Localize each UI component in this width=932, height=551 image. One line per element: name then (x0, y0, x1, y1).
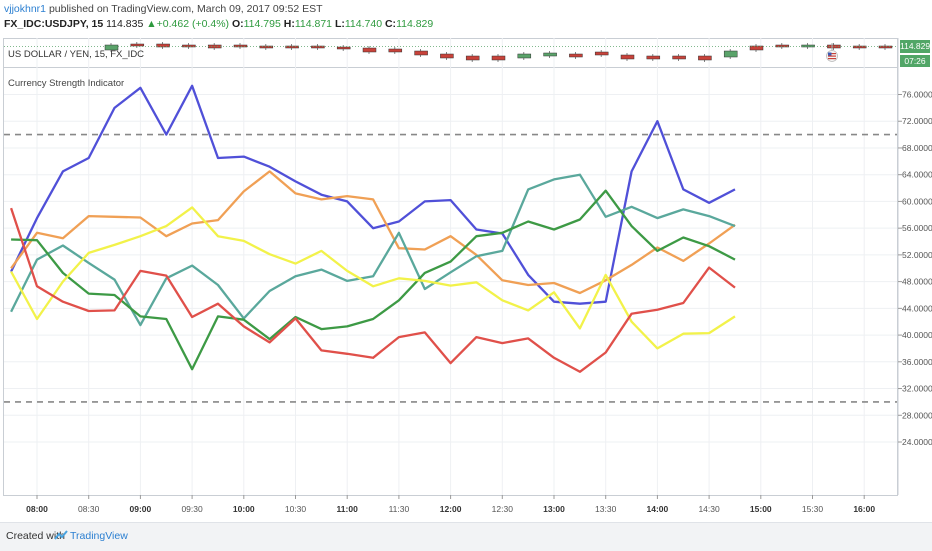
series-line (11, 189, 736, 371)
last-price-label: 114.829 (900, 40, 931, 53)
tradingview-brand-link[interactable]: TradingView (70, 530, 128, 542)
x-tick-label: 08:30 (78, 504, 100, 514)
y-tick-label: 60.0000 (902, 196, 932, 206)
y-tick-label: 32.0000 (902, 384, 932, 394)
last-price: 114.835 (106, 18, 144, 30)
price-candle (233, 44, 248, 48)
publish-text: published on TradingView.com, March 09, … (46, 3, 323, 15)
series-line (10, 170, 736, 295)
x-tick-label: 13:30 (595, 504, 617, 514)
y-tick-label: 64.0000 (902, 170, 932, 180)
y-axis: 76.0000 72.0000 68.0000 64.0000 60.0000 56.00… (897, 38, 932, 495)
price-candle (440, 53, 454, 59)
footer-bar: Created with TradingView (0, 522, 932, 551)
high-label: H: (283, 18, 295, 30)
x-tick-label: 12:30 (492, 504, 514, 514)
us-flag-event-icon[interactable] (826, 43, 838, 63)
price-candle (414, 50, 428, 56)
strength-series (10, 84, 736, 373)
x-tick-label: 16:00 (853, 504, 875, 514)
y-tick-label: 28.0000 (902, 410, 932, 420)
high-value: 114.871 (294, 18, 333, 30)
price-candle (852, 45, 867, 49)
x-tick-label: 13:00 (543, 504, 565, 514)
symbol-info: FX_IDC:USDJPY, 15 114.835 ▲+0.462 (+0.4%… (4, 18, 433, 30)
low-value: 114.740 (344, 18, 383, 30)
x-tick-label: 12:00 (440, 504, 462, 514)
price-candle (182, 44, 196, 48)
price-candle (878, 45, 893, 49)
open-value: 114.795 (243, 18, 281, 30)
price-candle (569, 53, 583, 58)
reference-lines (4, 133, 897, 403)
price-candle (465, 55, 480, 61)
x-tick-label: 10:00 (233, 504, 255, 514)
y-tick-label: 68.0000 (902, 143, 932, 153)
bar-countdown: 07:26 (900, 55, 930, 67)
y-tick-label: 48.0000 (902, 277, 932, 287)
price-candle (620, 54, 635, 60)
grid-lines (4, 38, 897, 495)
x-tick-label: 15:00 (750, 504, 772, 514)
low-label: L: (334, 18, 345, 30)
price-candles (4, 42, 897, 62)
price-pane-title: US DOLLAR / YEN, 15, FX_IDC (8, 49, 145, 60)
indicator-title: Currency Strength Indicator (8, 78, 125, 89)
close-label: C: (384, 18, 397, 30)
tradingview-logo-icon (54, 530, 68, 540)
price-candle (311, 45, 325, 49)
author-link[interactable]: vjjokhnr1 (4, 3, 47, 15)
y-tick-label: 72.0000 (902, 116, 932, 126)
y-tick-label: 24.0000 (902, 437, 932, 447)
created-with-text: Created with (6, 530, 65, 542)
y-tick-label: 40.0000 (902, 330, 932, 340)
open-label: O: (231, 18, 244, 30)
x-tick-label: 09:00 (130, 504, 152, 514)
x-tick-label: 15:30 (802, 504, 824, 514)
series-line (10, 207, 736, 373)
series-line (10, 84, 736, 305)
price-candle (517, 53, 532, 59)
x-tick-label: 14:30 (698, 504, 720, 514)
publish-info: vjjokhnr1 published on TradingView.com, … (4, 3, 323, 15)
symbol-name: FX_IDC:USDJPY, 15 (4, 18, 104, 30)
close-value: 114.829 (396, 18, 434, 30)
price-candle (156, 43, 170, 48)
x-tick-label: 09:30 (181, 504, 203, 514)
x-tick-label: 11:00 (337, 504, 359, 514)
price-candle (594, 51, 609, 56)
x-axis: 08:00 08:30 09:00 09:30 10:00 10:30 11:00 11:30… (26, 495, 875, 514)
price-candle (285, 45, 299, 49)
y-tick-label: 56.0000 (902, 223, 932, 233)
y-tick-label: 52.0000 (902, 250, 932, 260)
price-candle (672, 55, 686, 60)
price-candle (543, 52, 557, 57)
price-candle (646, 55, 661, 60)
price-candle (698, 55, 712, 61)
x-tick-label: 08:00 (26, 504, 48, 514)
price-candle (723, 50, 738, 58)
price-candle (491, 55, 506, 61)
price-candle (388, 48, 403, 53)
price-candle (362, 47, 377, 53)
x-tick-label: 11:30 (389, 504, 410, 514)
x-tick-label: 10:30 (285, 504, 307, 514)
x-tick-label: 14:00 (647, 504, 669, 514)
change-up-icon: ▲ (146, 18, 157, 30)
y-tick-label: 44.0000 (902, 303, 932, 313)
series-line (10, 206, 736, 350)
y-tick-label: 76.0000 (902, 90, 932, 100)
price-candle (801, 44, 815, 48)
price-candle (130, 43, 145, 47)
price-candle (775, 44, 790, 48)
price-candle (259, 45, 274, 49)
price-candle (336, 46, 351, 50)
price-candle (749, 45, 764, 51)
price-candle (827, 44, 841, 49)
y-tick-label: 36.0000 (902, 357, 932, 367)
price-change: +0.462 (+0.4%) (156, 18, 230, 30)
price-candle (104, 44, 119, 51)
